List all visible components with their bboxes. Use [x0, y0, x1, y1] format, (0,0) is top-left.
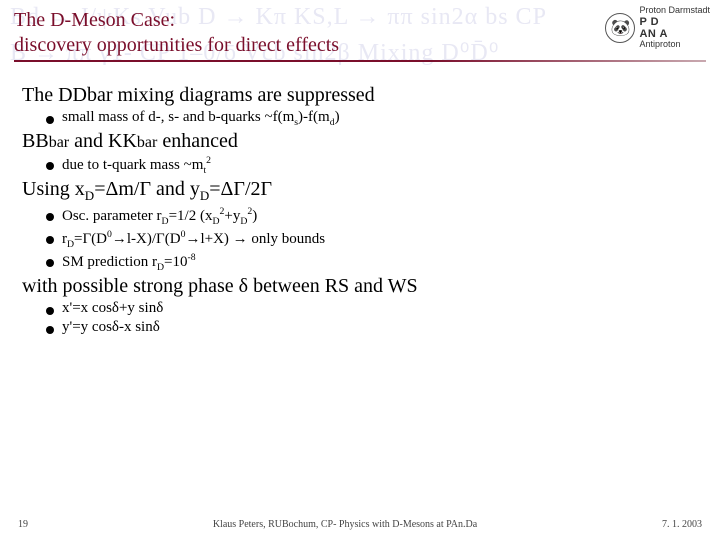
panda-icon: 🐼: [605, 13, 635, 43]
bullet-7: y'=y cosδ-x sinδ: [46, 319, 698, 336]
bullet-3: Osc. parameter rD=1/2 (xD2+yD2): [46, 206, 698, 227]
footer-date: 7. 1. 2003: [662, 519, 702, 530]
logo-block: 🐼 Proton Darmstadt P D AN A Antiproton: [605, 6, 710, 50]
title-line-2: discovery opportunities for direct effec…: [14, 33, 706, 58]
line-3: Using xD=Δm/Γ and yD=ΔΓ/2Γ: [22, 178, 698, 204]
bullet-2: due to t-quark mass ~mt2: [46, 155, 698, 176]
line-1: The DDbar mixing diagrams are suppressed: [22, 84, 698, 107]
title-line-1: The D-Meson Case:: [14, 8, 706, 33]
content: The DDbar mixing diagrams are suppressed…: [0, 66, 720, 336]
bullet-5: SM prediction rD=10-8: [46, 252, 698, 273]
line-2: BBbar and KKbar enhanced: [22, 130, 698, 153]
page-number: 19: [18, 519, 28, 530]
footer: 19 Klaus Peters, RUBochum, CP- Physics w…: [0, 519, 720, 530]
logo-text: Proton Darmstadt P D AN A Antiproton: [639, 6, 710, 50]
footer-center: Klaus Peters, RUBochum, CP- Physics with…: [28, 519, 662, 530]
title-underline: [14, 60, 706, 62]
bullet-6: x'=x cosδ+y sinδ: [46, 300, 698, 317]
bullet-4: rD=Γ(D0→l-X)/Γ(D0→l+X) → only bounds: [46, 229, 698, 250]
line-4: with possible strong phase δ between RS …: [22, 275, 698, 298]
bullet-1: small mass of d-, s- and b-quarks ~f(ms)…: [46, 109, 698, 128]
